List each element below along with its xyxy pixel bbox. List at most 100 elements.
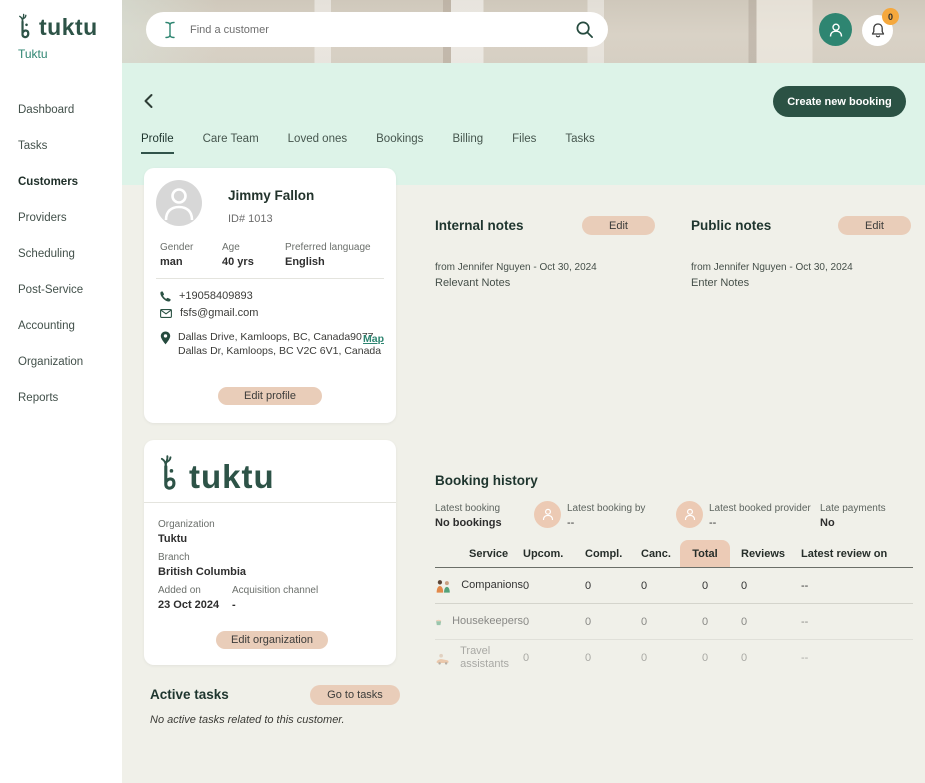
divider (156, 278, 384, 279)
sidebar-item-providers[interactable]: Providers (18, 212, 67, 224)
latest-review-date: -- (801, 615, 809, 628)
address-row: Dallas Drive, Kamloops, BC, Canada9077 D… (160, 330, 384, 358)
reviews-count: 0 (741, 652, 748, 664)
tab-tasks[interactable]: Tasks (565, 133, 595, 145)
active-tasks-empty-message: No active tasks related to this customer… (150, 714, 345, 726)
internal-notes-title: Internal notes (435, 218, 524, 233)
tab-loved-ones[interactable]: Loved ones (287, 133, 348, 145)
search-icon[interactable] (575, 20, 594, 39)
booking-history-title: Booking history (435, 473, 538, 488)
edit-organization-button[interactable]: Edit organization (216, 631, 328, 649)
email-row: fsfs@gmail.com (160, 307, 258, 319)
latest-booking-by-avatar (534, 501, 561, 528)
total-count: 0 (701, 579, 709, 592)
booking-history-table: Service Upcom. Compl. Canc. Total Review… (435, 540, 913, 676)
completed-count: 0 (585, 652, 592, 664)
col-upcoming: Upcom. (523, 547, 564, 560)
table-header-row: Service Upcom. Compl. Canc. Total Review… (435, 540, 913, 568)
upcoming-count: 0 (523, 615, 530, 628)
search-input[interactable] (190, 23, 575, 36)
latest-booked-provider-stat: Latest booked provider -- (709, 503, 811, 529)
col-service: Service (469, 547, 509, 560)
phone-row: +19058409893 (160, 290, 253, 302)
organization-meta-row: Added on 23 Oct 2024 Acquisition channel… (158, 585, 318, 611)
edit-public-notes-button[interactable]: Edit (838, 216, 911, 235)
organization-card: tuktu Organization Tuktu Branch British … (144, 440, 396, 665)
bell-icon (871, 23, 884, 38)
table-row-companions[interactable]: Companions 0 0 0 0 0 -- (435, 568, 913, 604)
tab-files[interactable]: Files (512, 133, 537, 145)
brand-name: tuktu (39, 14, 98, 40)
app-logo[interactable]: tuktu (17, 13, 98, 39)
cancelled-count: 0 (641, 652, 648, 664)
tab-billing[interactable]: Billing (452, 133, 484, 145)
col-total: Total (680, 540, 730, 567)
service-name: Travel assistants (460, 645, 510, 670)
sidebar-item-reports[interactable]: Reports (18, 392, 59, 404)
customer-attributes: Gender man Age 40 yrs Preferred language… (160, 242, 371, 268)
tab-care-team[interactable]: Care Team (202, 133, 259, 145)
phone-number: +19058409893 (179, 290, 253, 302)
sidebar-item-tasks[interactable]: Tasks (18, 140, 48, 152)
phone-icon (160, 290, 171, 302)
completed-count: 0 (585, 615, 592, 628)
map-link[interactable]: Map (363, 333, 384, 345)
sidebar-item-post-service[interactable]: Post-Service (18, 284, 84, 296)
sidebar-item-customers[interactable]: Customers (18, 176, 79, 188)
language-field: Preferred language English (285, 242, 371, 268)
col-latest-review: Latest review on (801, 547, 888, 560)
sidebar-item-scheduling[interactable]: Scheduling (18, 248, 75, 260)
col-completed: Compl. (585, 547, 623, 560)
table-row-housekeepers[interactable]: Housekeepers 0 0 0 0 0 -- (435, 604, 913, 640)
customer-avatar (156, 180, 202, 226)
cancelled-count: 0 (641, 579, 648, 592)
tab-bookings[interactable]: Bookings (376, 133, 424, 145)
age-field: Age 40 yrs (222, 242, 254, 268)
internal-notes-meta: from Jennifer Nguyen - Oct 30, 2024 (435, 262, 597, 273)
deer-logo-icon (19, 13, 30, 39)
latest-review-date: -- (801, 579, 809, 592)
organization-field: Organization Tuktu (158, 519, 215, 545)
sidebar-org-link[interactable]: Tuktu (18, 47, 48, 61)
col-reviews: Reviews (741, 547, 786, 560)
gender-field: Gender man (160, 242, 194, 268)
sidebar-item-accounting[interactable]: Accounting (18, 320, 75, 332)
envelope-icon (160, 308, 172, 318)
tab-profile[interactable]: Profile (141, 133, 174, 154)
back-button[interactable] (140, 92, 158, 110)
divider (144, 502, 396, 503)
go-to-tasks-button[interactable]: Go to tasks (310, 685, 400, 705)
companions-icon (436, 579, 450, 593)
customer-id: ID# 1013 (228, 213, 273, 225)
reviews-count: 0 (741, 579, 748, 592)
sidebar-item-dashboard[interactable]: Dashboard (18, 104, 75, 116)
person-icon (829, 22, 842, 37)
create-new-booking-button[interactable]: Create new booking (773, 86, 906, 117)
public-notes-section: Public notes Edit from Jennifer Nguyen -… (691, 216, 911, 289)
latest-booking-stat: Latest booking No bookings (435, 503, 502, 529)
email-address: fsfs@gmail.com (180, 307, 259, 319)
table-row-travel-assistants[interactable]: Travel assistants 0 0 0 0 0 -- (435, 640, 913, 676)
edit-profile-button[interactable]: Edit profile (218, 387, 322, 405)
public-notes-meta: from Jennifer Nguyen - Oct 30, 2024 (691, 262, 853, 273)
service-name: Companions (461, 579, 523, 591)
completed-count: 0 (585, 579, 592, 592)
branch-field: Branch British Columbia (158, 552, 247, 578)
person-icon (164, 188, 194, 221)
sidebar-nav: Dashboard Tasks Customers Providers Sche… (18, 103, 83, 405)
customer-name: Jimmy Fallon (228, 188, 315, 203)
housekeepers-icon (436, 619, 443, 625)
reviews-count: 0 (741, 615, 748, 628)
organization-logo: tuktu (158, 454, 275, 493)
latest-booking-by-stat: Latest booking by -- (567, 503, 646, 529)
public-notes-body: Enter Notes (691, 277, 750, 289)
user-avatar-button[interactable] (819, 13, 852, 46)
edit-internal-notes-button[interactable]: Edit (582, 216, 655, 235)
text-cursor-icon (165, 21, 175, 38)
acquisition-channel-field: Acquisition channel - (232, 585, 319, 611)
active-tasks-title: Active tasks (150, 687, 229, 702)
sidebar-item-organization[interactable]: Organization (18, 356, 84, 368)
latest-booked-provider-avatar (676, 501, 703, 528)
person-icon (542, 508, 553, 521)
